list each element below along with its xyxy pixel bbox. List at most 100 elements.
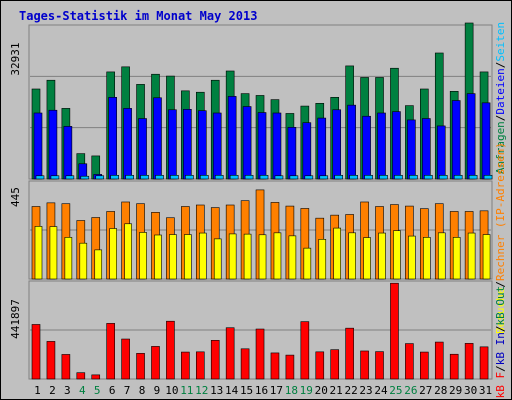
- bar-seiten: [155, 175, 164, 180]
- bar-kb: [106, 323, 115, 380]
- day-label: 11: [180, 384, 193, 397]
- bar-besuche: [288, 235, 297, 280]
- legend-mid: Besuche/Rechner (IP-Adressen): [494, 142, 507, 334]
- day-label: 15: [240, 384, 253, 397]
- bar-besuche: [273, 232, 282, 280]
- legend-top-part: /: [494, 115, 507, 122]
- day-label: 10: [165, 384, 178, 397]
- legend-top-part: Anfragen: [494, 121, 507, 174]
- bar-dateien: [377, 112, 386, 180]
- bar-dateien: [123, 108, 132, 180]
- bar-dateien: [302, 122, 312, 180]
- legend-mid-part: Besuche: [494, 288, 507, 334]
- bar-kb: [61, 354, 71, 380]
- day-label: 12: [195, 384, 208, 397]
- bar-besuche: [49, 226, 58, 280]
- day-label: 2: [49, 384, 56, 397]
- bar-seiten: [199, 175, 209, 180]
- bar-seiten: [80, 175, 90, 180]
- bar-seiten: [125, 175, 134, 180]
- legend-bottom-part: kB In: [494, 332, 507, 365]
- day-label: 4: [79, 384, 86, 397]
- legend-bottom-part: kB F: [494, 372, 507, 399]
- bar-dateien: [407, 119, 416, 180]
- bar-seiten: [334, 175, 344, 180]
- bar-dateien: [481, 102, 491, 180]
- bar-kb: [315, 351, 325, 380]
- bar-besuche: [213, 238, 222, 280]
- bar-kb: [420, 351, 429, 380]
- day-label: 25: [389, 384, 402, 397]
- bar-kb: [210, 340, 220, 380]
- bar-dateien: [317, 117, 327, 180]
- bar-seiten: [453, 175, 463, 180]
- bar-dateien: [183, 109, 192, 180]
- bar-dateien: [436, 125, 446, 180]
- bar-besuche: [228, 233, 237, 280]
- bar-besuche: [79, 242, 88, 280]
- panel-2-ymax-label: 445: [9, 187, 22, 207]
- bar-seiten: [50, 175, 60, 180]
- day-label: 29: [449, 384, 462, 397]
- bar-seiten: [483, 175, 493, 180]
- bar-dateien: [197, 110, 207, 180]
- bar-besuche: [378, 232, 386, 280]
- bar-seiten: [170, 175, 179, 180]
- day-label: 8: [139, 384, 146, 397]
- bar-seiten: [95, 175, 105, 180]
- bar-besuche: [124, 223, 132, 280]
- legend-top-part: Seiten: [494, 22, 507, 62]
- bar-kb: [285, 354, 295, 380]
- day-label: 5: [94, 384, 101, 397]
- bar-seiten: [229, 175, 239, 180]
- day-label: 22: [344, 384, 357, 397]
- bar-kb: [181, 351, 190, 380]
- bar-kb: [255, 328, 265, 380]
- bar-besuche: [452, 237, 461, 280]
- day-label: 21: [330, 384, 343, 397]
- bar-kb: [121, 338, 130, 380]
- day-label: 16: [255, 384, 268, 397]
- bar-besuche: [408, 235, 416, 280]
- bar-seiten: [289, 175, 299, 180]
- bar-seiten: [274, 175, 284, 180]
- bar-dateien: [153, 97, 162, 180]
- bar-kb: [464, 343, 474, 380]
- bar-dateien: [257, 112, 267, 180]
- bar-besuche: [437, 232, 446, 280]
- panel-1-ymax-label: 32931: [9, 42, 22, 75]
- bar-seiten: [304, 175, 314, 180]
- bar-kb: [434, 341, 444, 380]
- bar-dateien: [451, 100, 461, 180]
- bar-kb: [330, 349, 340, 380]
- bar-kb: [270, 352, 280, 380]
- bar-dateien: [347, 104, 356, 180]
- day-label: 6: [109, 384, 116, 397]
- legend-top: Anfragen/Dateien/Seiten: [494, 22, 507, 174]
- panel-3-ymax-label: 441897: [9, 299, 22, 339]
- bar-dateien: [227, 96, 237, 180]
- bar-dateien: [287, 127, 297, 180]
- day-label: 20: [315, 384, 328, 397]
- day-label: 23: [359, 384, 372, 397]
- bar-dateien: [272, 112, 282, 180]
- bar-besuche: [318, 239, 327, 280]
- bar-seiten: [379, 175, 388, 180]
- bar-besuche: [333, 227, 342, 280]
- bar-seiten: [319, 175, 329, 180]
- chart-title: Tages-Statistik im Monat May 2013: [19, 9, 258, 23]
- day-label: 3: [64, 384, 71, 397]
- bar-besuche: [109, 228, 117, 280]
- day-label: 17: [270, 384, 283, 397]
- bar-seiten: [424, 175, 433, 180]
- bar-besuche: [139, 232, 147, 280]
- bar-kb: [166, 320, 175, 380]
- bar-seiten: [65, 175, 75, 180]
- bar-besuche: [363, 237, 371, 280]
- day-label: 30: [464, 384, 477, 397]
- bar-dateien: [63, 126, 73, 180]
- legend-top-part: /: [494, 62, 507, 69]
- bar-besuche: [34, 226, 43, 280]
- day-label: 26: [404, 384, 417, 397]
